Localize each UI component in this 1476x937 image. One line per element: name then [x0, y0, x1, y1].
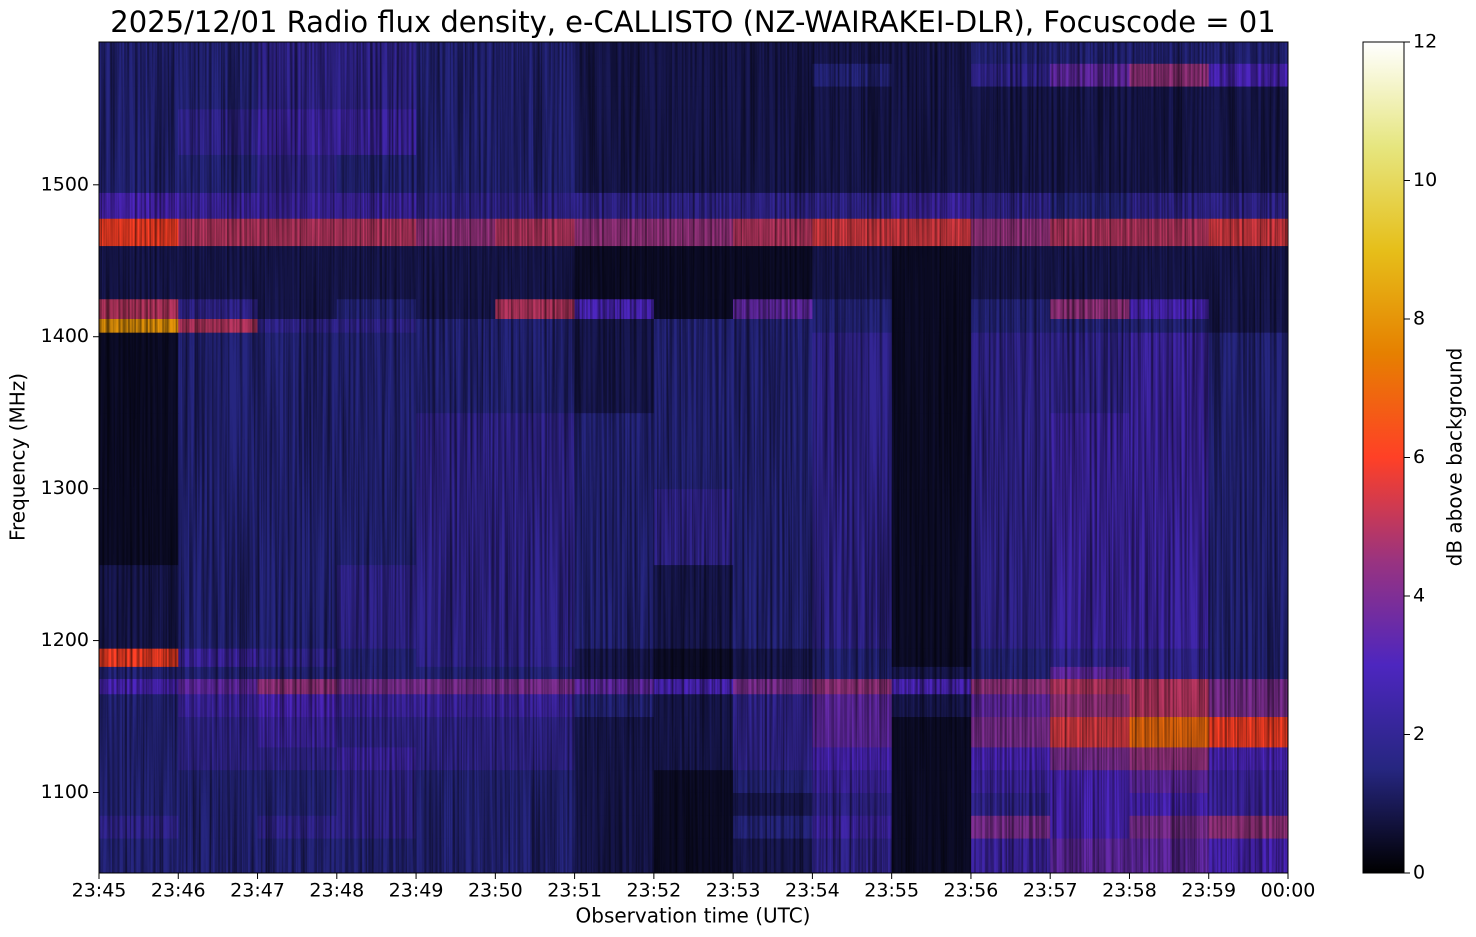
colorbar-label: dB above background: [1443, 348, 1467, 567]
x-tick-label: 23:56: [944, 880, 999, 902]
x-tick-label: 23:49: [389, 880, 444, 902]
x-tick-label: 23:51: [547, 880, 602, 902]
y-tick-label: 1300: [41, 477, 89, 499]
y-tick-label: 1500: [41, 173, 89, 195]
x-tick-label: 00:00: [1261, 880, 1316, 902]
x-axis-label: Observation time (UTC): [576, 904, 811, 928]
x-tick-label: 23:52: [626, 880, 681, 902]
x-tick-label: 23:45: [72, 880, 127, 902]
y-tick-label: 1200: [41, 629, 89, 651]
chart-title: 2025/12/01 Radio flux density, e-CALLIST…: [110, 5, 1275, 39]
x-tick-label: 23:59: [1181, 880, 1236, 902]
texture: [99, 42, 1288, 873]
colorbar-tick-label: 6: [1413, 446, 1425, 468]
colorbar: [1362, 41, 1405, 874]
colorbar-tick-label: 2: [1413, 723, 1425, 745]
colorbar-tick-label: 0: [1413, 862, 1425, 884]
x-tick-label: 23:46: [151, 880, 206, 902]
y-axis-label: Frequency (MHz): [6, 373, 30, 541]
colorbar-tick-label: 4: [1413, 585, 1425, 607]
plot-frame: [98, 41, 1289, 874]
x-tick-label: 23:55: [864, 880, 919, 902]
x-tick-label: 23:50: [468, 880, 523, 902]
x-tick-label: 23:54: [785, 880, 840, 902]
colorbar-tick-label: 8: [1413, 308, 1425, 330]
x-tick-label: 23:47: [230, 880, 285, 902]
x-tick-label: 23:48: [309, 880, 364, 902]
y-tick-label: 1100: [41, 781, 89, 803]
x-tick-label: 23:53: [706, 880, 761, 902]
x-tick-label: 23:57: [1023, 880, 1078, 902]
x-tick-label: 23:58: [1102, 880, 1157, 902]
colorbar-tick-label: 12: [1413, 31, 1437, 53]
y-tick-label: 1400: [41, 325, 89, 347]
colorbar-tick-label: 10: [1413, 169, 1437, 191]
